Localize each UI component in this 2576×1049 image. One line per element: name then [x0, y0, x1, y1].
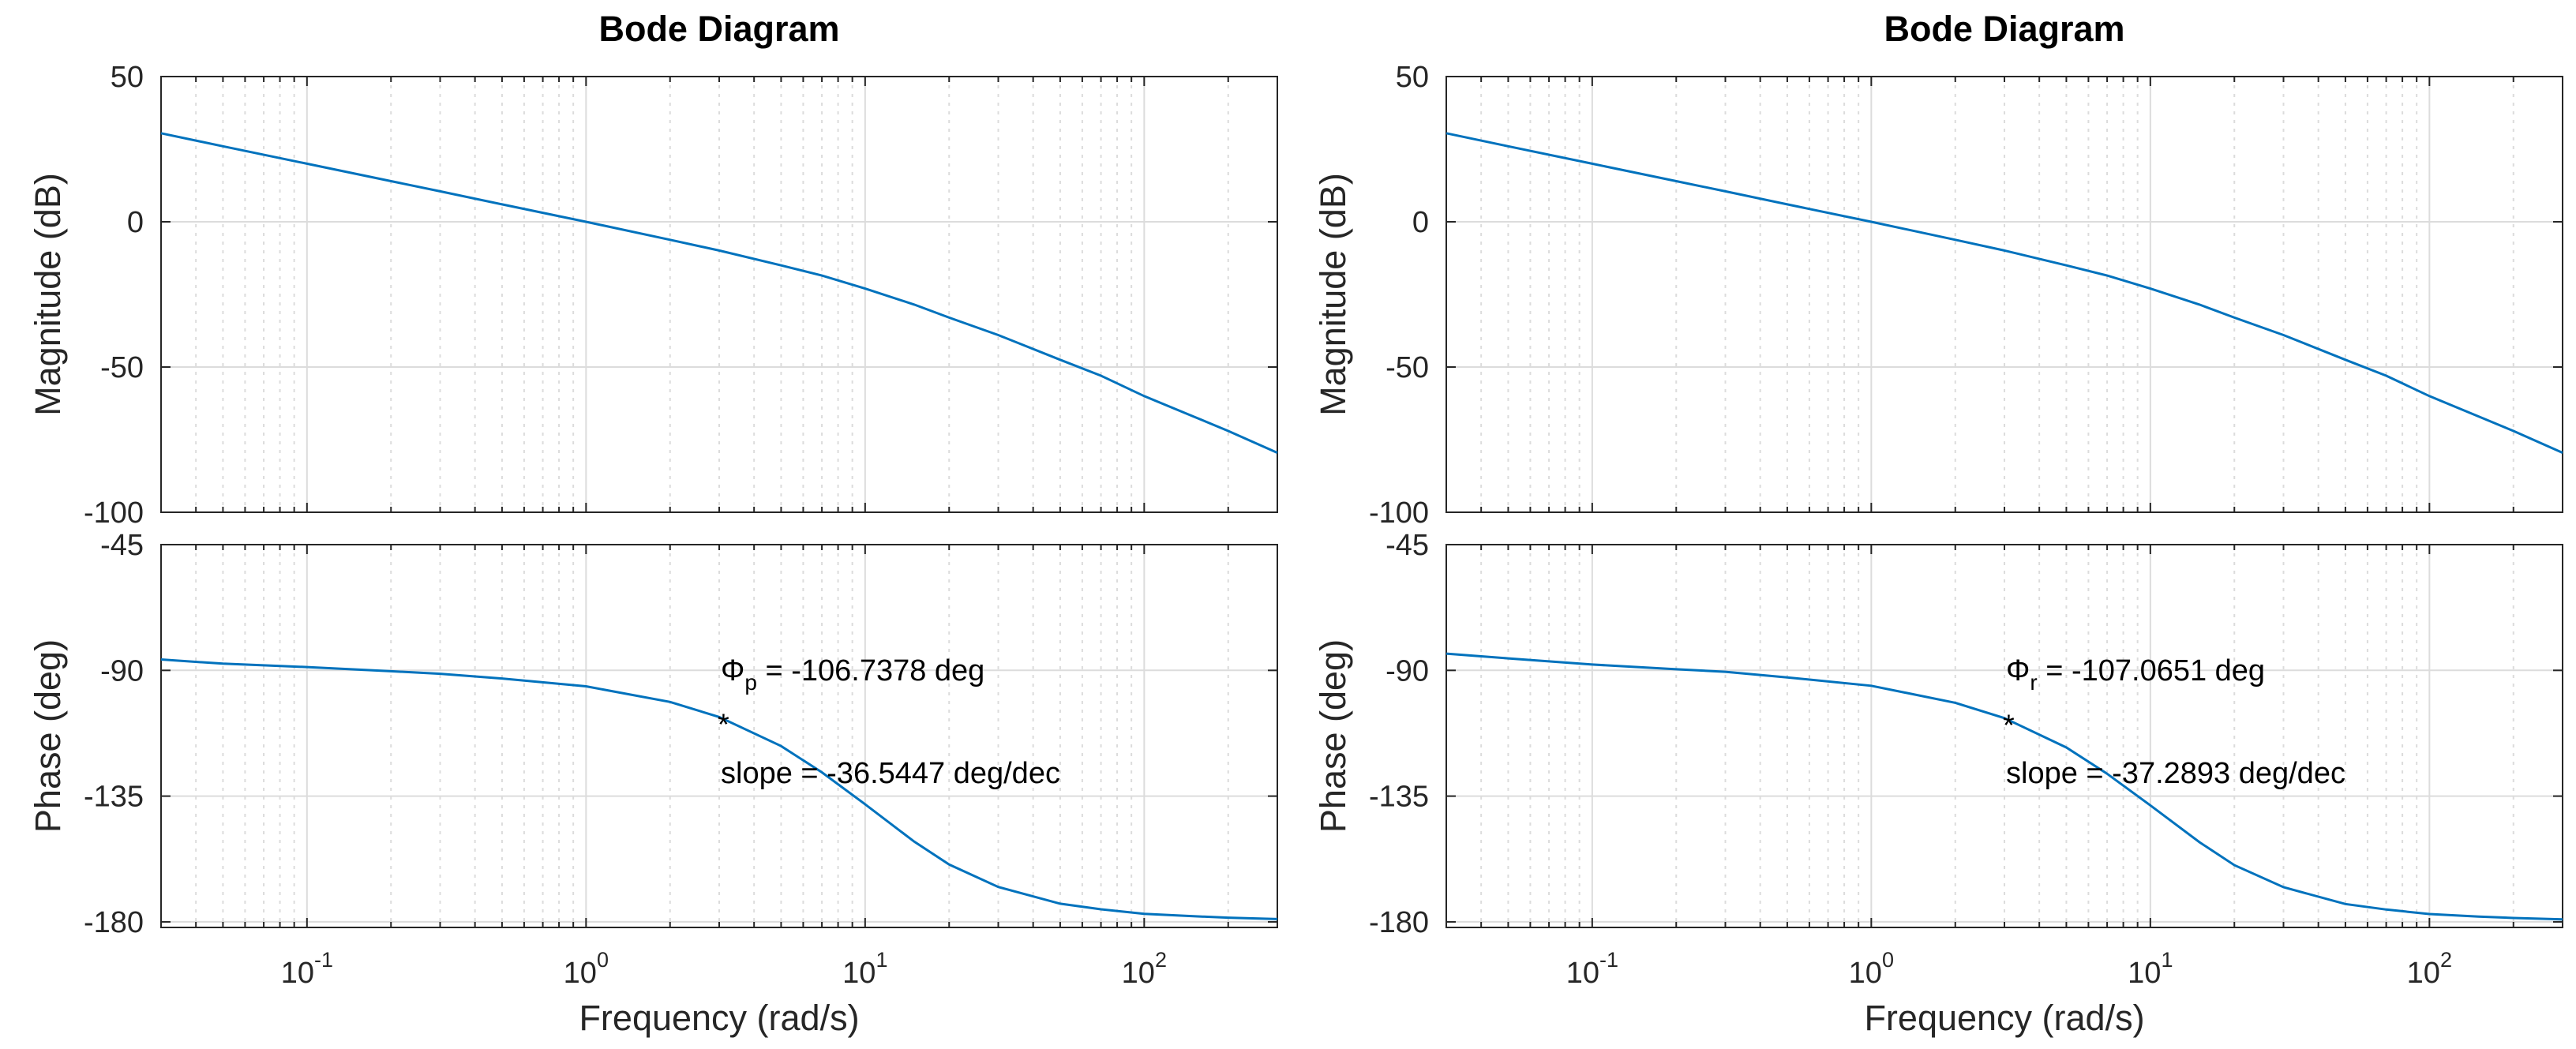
annotation-symbol: Φ	[721, 654, 744, 687]
x-tick-base: 10	[1566, 957, 1599, 990]
chart-title: Bode Diagram	[1884, 9, 2124, 49]
annotation-slope-text: slope = -37.2893 deg/dec	[2006, 757, 2345, 790]
x-tick-exponent: -1	[314, 948, 333, 972]
x-tick-label: 100	[564, 948, 609, 990]
x-tick-exponent: 0	[1882, 948, 1894, 972]
x-tick-label: 102	[1122, 948, 1167, 990]
y-tick-label: -90	[100, 654, 144, 687]
annotation-subscript: r	[2030, 670, 2037, 695]
x-axis-label: Frequency (rad/s)	[579, 998, 859, 1038]
y-tick-label: 0	[127, 206, 144, 239]
magnitude-curve	[1445, 132, 2563, 454]
magnitude-ylabel: Magnitude (dB)	[28, 173, 68, 416]
annotation-phase-text: Φp = -106.7378 deg	[721, 654, 984, 695]
x-tick-base: 10	[842, 957, 876, 990]
annotation-symbol: Φ	[2006, 654, 2030, 687]
annotation-phase-text: = -107.0651 deg	[2038, 654, 2265, 687]
x-tick-exponent: 0	[597, 948, 609, 972]
phase-axes: -45 -90 -135 -180 Phase (deg)	[1313, 529, 2563, 939]
y-tick-label: -50	[1385, 351, 1429, 384]
phase-annotation: Φr = -107.0651 deg * slope = -37.2893 deg/…	[2003, 654, 2345, 790]
y-tick-label: -180	[1369, 906, 1429, 939]
phase-curve	[160, 658, 1278, 920]
y-tick-label: -45	[1385, 529, 1429, 562]
x-tick-exponent: 1	[2161, 948, 2173, 972]
x-axis-label: Frequency (rad/s)	[1864, 998, 2144, 1038]
annotation-slope-text: slope = -36.5447 deg/dec	[721, 757, 1060, 790]
y-tick-label: -45	[100, 529, 144, 562]
phase-ylabel: Phase (deg)	[1313, 639, 1353, 833]
y-tick-label: -180	[84, 906, 144, 939]
x-tick-base: 10	[1849, 957, 1882, 990]
phase-axes: -45 -90 -135 -180 Phase (deg)	[28, 529, 1278, 939]
x-tick-base: 10	[2128, 957, 2161, 990]
y-tick-label: -100	[84, 496, 144, 530]
magnitude-ylabel: Magnitude (dB)	[1313, 173, 1353, 416]
x-tick-label: 10-1	[1566, 948, 1618, 990]
y-tick-label: -135	[84, 781, 144, 814]
y-tick-label: 50	[111, 61, 144, 94]
phase-annotation: Φp = -106.7378 deg * slope = -36.5447 deg/…	[718, 654, 1060, 790]
x-tick-label: 101	[2128, 948, 2173, 990]
x-tick-exponent: 2	[1155, 948, 1167, 972]
annotation-subscript: p	[744, 670, 757, 695]
y-tick-label: 50	[1396, 61, 1429, 94]
magnitude-axes: 50 0 -50 -100 Magnitude (dB)	[1313, 61, 2563, 530]
x-tick-label: 10-1	[281, 948, 333, 990]
x-tick-label: 102	[2407, 948, 2452, 990]
x-tick-label: 100	[1849, 948, 1894, 990]
x-tick-label: 101	[842, 948, 887, 990]
x-tick-base: 10	[281, 957, 314, 990]
phase-curve	[1445, 652, 2563, 921]
y-tick-label: 0	[1412, 206, 1429, 239]
x-tick-exponent: 1	[876, 948, 887, 972]
x-tick-base: 10	[1122, 957, 1155, 990]
x-tick-exponent: -1	[1599, 948, 1618, 972]
y-tick-label: -50	[100, 351, 144, 384]
x-tick-base: 10	[564, 957, 597, 990]
magnitude-curve	[160, 132, 1278, 454]
annotation-marker: *	[2003, 710, 2015, 743]
y-tick-label: -90	[1385, 654, 1429, 687]
x-tick-base: 10	[2407, 957, 2440, 990]
x-tick-exponent: 2	[2440, 948, 2452, 972]
phase-ylabel: Phase (deg)	[28, 639, 68, 833]
annotation-phase-text: Φr = -107.0651 deg	[2006, 654, 2265, 695]
annotation-phase-text: = -106.7378 deg	[757, 654, 984, 687]
chart-title: Bode Diagram	[598, 9, 839, 49]
y-tick-label: -100	[1369, 496, 1429, 530]
magnitude-axes: 50 0 -50 -100 Magnitude (dB)	[28, 61, 1278, 530]
y-tick-label: -135	[1369, 781, 1429, 814]
annotation-marker: *	[718, 709, 729, 742]
